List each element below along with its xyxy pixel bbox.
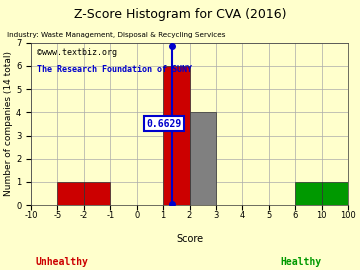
Text: Unhealthy: Unhealthy xyxy=(36,257,89,267)
Text: Z-Score Histogram for CVA (2016): Z-Score Histogram for CVA (2016) xyxy=(74,8,286,21)
Text: The Research Foundation of SUNY: The Research Foundation of SUNY xyxy=(37,66,192,75)
Y-axis label: Number of companies (14 total): Number of companies (14 total) xyxy=(4,51,13,197)
Text: 0.6629: 0.6629 xyxy=(147,119,182,129)
Bar xyxy=(163,66,189,205)
Bar xyxy=(58,182,84,205)
Bar xyxy=(321,182,348,205)
Bar xyxy=(295,182,321,205)
Bar xyxy=(189,112,216,205)
X-axis label: Score: Score xyxy=(176,234,203,244)
Text: ©www.textbiz.org: ©www.textbiz.org xyxy=(37,48,117,57)
Text: Industry: Waste Management, Disposal & Recycling Services: Industry: Waste Management, Disposal & R… xyxy=(7,32,226,38)
Text: Healthy: Healthy xyxy=(281,257,322,267)
Bar xyxy=(84,182,110,205)
